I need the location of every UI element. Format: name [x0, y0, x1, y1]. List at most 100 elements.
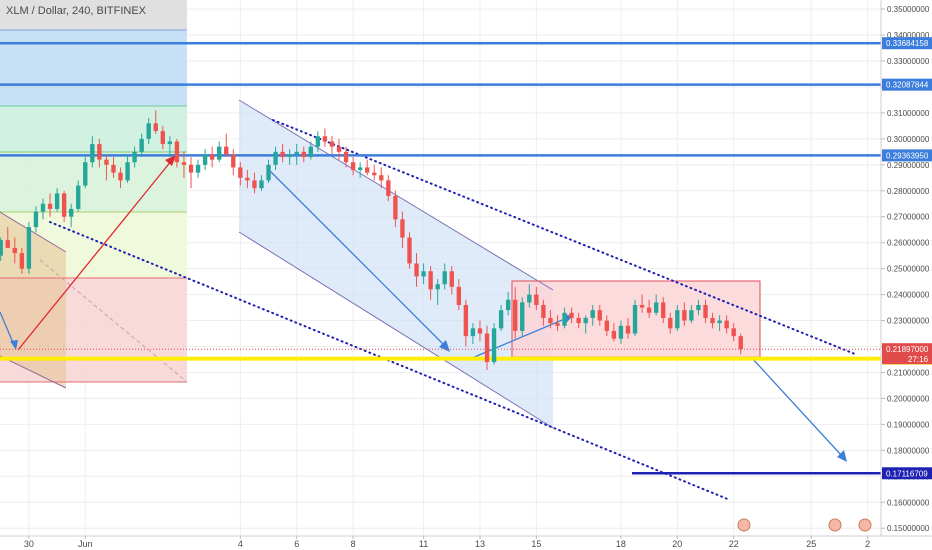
candle-down[interactable] [597, 310, 602, 321]
candle-up[interactable] [54, 193, 60, 209]
candle-down[interactable] [174, 141, 180, 163]
candle-up[interactable] [259, 180, 264, 189]
candle-down[interactable] [329, 141, 335, 147]
candle-up[interactable] [505, 299, 511, 311]
candle-down[interactable] [280, 151, 285, 158]
candle-up[interactable] [83, 162, 88, 186]
time-axis-panel[interactable] [0, 536, 932, 550]
candle-up[interactable] [202, 154, 208, 165]
candle-down[interactable] [639, 304, 645, 308]
candle-up[interactable] [195, 164, 201, 173]
candle-up[interactable] [421, 271, 426, 277]
candle-up[interactable] [470, 328, 476, 337]
candle-down[interactable] [224, 146, 229, 155]
candle-down[interactable] [188, 164, 194, 173]
candle-down[interactable] [153, 123, 158, 132]
candle-down[interactable] [160, 131, 165, 145]
candle-down[interactable] [400, 219, 405, 238]
candle-up[interactable] [618, 325, 624, 339]
candle-down[interactable] [611, 330, 617, 339]
candle-up[interactable] [498, 310, 504, 329]
candle-down[interactable] [343, 151, 349, 163]
candle-up[interactable] [294, 151, 299, 155]
candle-down[interactable] [104, 159, 109, 165]
candle-up[interactable] [357, 167, 363, 171]
candle-up[interactable] [125, 162, 130, 181]
candle-down[interactable] [625, 325, 631, 334]
candle-down[interactable] [569, 312, 574, 318]
candle-down[interactable] [336, 146, 342, 152]
candle-up[interactable] [696, 304, 701, 311]
candle-down[interactable] [477, 328, 483, 334]
candle-down[interactable] [47, 203, 53, 209]
candle-down[interactable] [252, 180, 257, 189]
candle-up[interactable] [266, 164, 271, 181]
candle-down[interactable] [731, 328, 736, 337]
candle-up[interactable] [653, 302, 659, 313]
candle-up[interactable] [632, 304, 638, 334]
candle-down[interactable] [301, 151, 306, 158]
candle-down[interactable] [513, 299, 518, 331]
candle-down[interactable] [724, 320, 729, 329]
candle-down[interactable] [484, 333, 490, 363]
candle-down[interactable] [738, 336, 743, 350]
candle-down[interactable] [181, 162, 187, 165]
candle-down[interactable] [661, 302, 666, 318]
candle-down[interactable] [414, 263, 419, 277]
candle-down[interactable] [534, 294, 539, 305]
candle-down[interactable] [209, 154, 215, 160]
candle-down[interactable] [372, 172, 377, 176]
candle-down[interactable] [379, 175, 384, 181]
candle-down[interactable] [646, 307, 652, 313]
candle-up[interactable] [139, 138, 144, 152]
candle-down[interactable] [245, 177, 250, 181]
candle-down[interactable] [428, 271, 433, 290]
time-axis[interactable]: 30 Jun 4 6 8 11 13 15 18 20 22 25 2 [24, 536, 870, 549]
candle-up[interactable] [689, 310, 694, 321]
candle-up[interactable] [675, 310, 680, 329]
candle-down[interactable] [548, 317, 553, 324]
candle-down[interactable] [111, 164, 116, 173]
candle-down[interactable] [604, 320, 610, 331]
candle-down[interactable] [449, 271, 454, 287]
candle-down[interactable] [12, 247, 17, 254]
candle-down[interactable] [97, 144, 102, 160]
candle-up[interactable] [590, 310, 595, 318]
candle-down[interactable] [365, 167, 370, 173]
candle-up[interactable] [435, 284, 440, 290]
candle-up[interactable] [0, 240, 3, 256]
candle-down[interactable] [682, 310, 687, 321]
candle-down[interactable] [386, 180, 391, 196]
candle-up[interactable] [40, 203, 46, 212]
candle-down[interactable] [463, 304, 469, 337]
candle-down[interactable] [350, 162, 356, 171]
candle-down[interactable] [703, 304, 708, 318]
candle-up[interactable] [527, 294, 532, 303]
candle-down[interactable] [541, 304, 546, 318]
candle-up[interactable] [442, 271, 447, 285]
candle-up[interactable] [562, 312, 567, 326]
candle-up[interactable] [315, 136, 321, 147]
candle-up[interactable] [217, 146, 222, 160]
candle-down[interactable] [456, 286, 462, 305]
candle-up[interactable] [717, 320, 722, 324]
candle-up[interactable] [273, 151, 278, 165]
candle-down[interactable] [407, 237, 412, 264]
candle-up[interactable] [76, 185, 81, 209]
candle-up[interactable] [132, 151, 137, 163]
candle-down[interactable] [5, 240, 10, 248]
candle-down[interactable] [118, 172, 123, 181]
event-flag-icon[interactable] [737, 518, 751, 532]
candle-up[interactable] [26, 227, 32, 269]
candle-up[interactable] [167, 141, 173, 145]
candle-up[interactable] [287, 154, 292, 158]
candle-up[interactable] [33, 211, 39, 228]
candle-up[interactable] [90, 144, 95, 163]
candle-down[interactable] [231, 154, 236, 168]
event-flag-icon[interactable] [828, 518, 842, 532]
candle-up[interactable] [68, 208, 74, 217]
candle-up[interactable] [583, 317, 588, 324]
candle-up[interactable] [146, 123, 151, 139]
candle-down[interactable] [238, 167, 243, 178]
